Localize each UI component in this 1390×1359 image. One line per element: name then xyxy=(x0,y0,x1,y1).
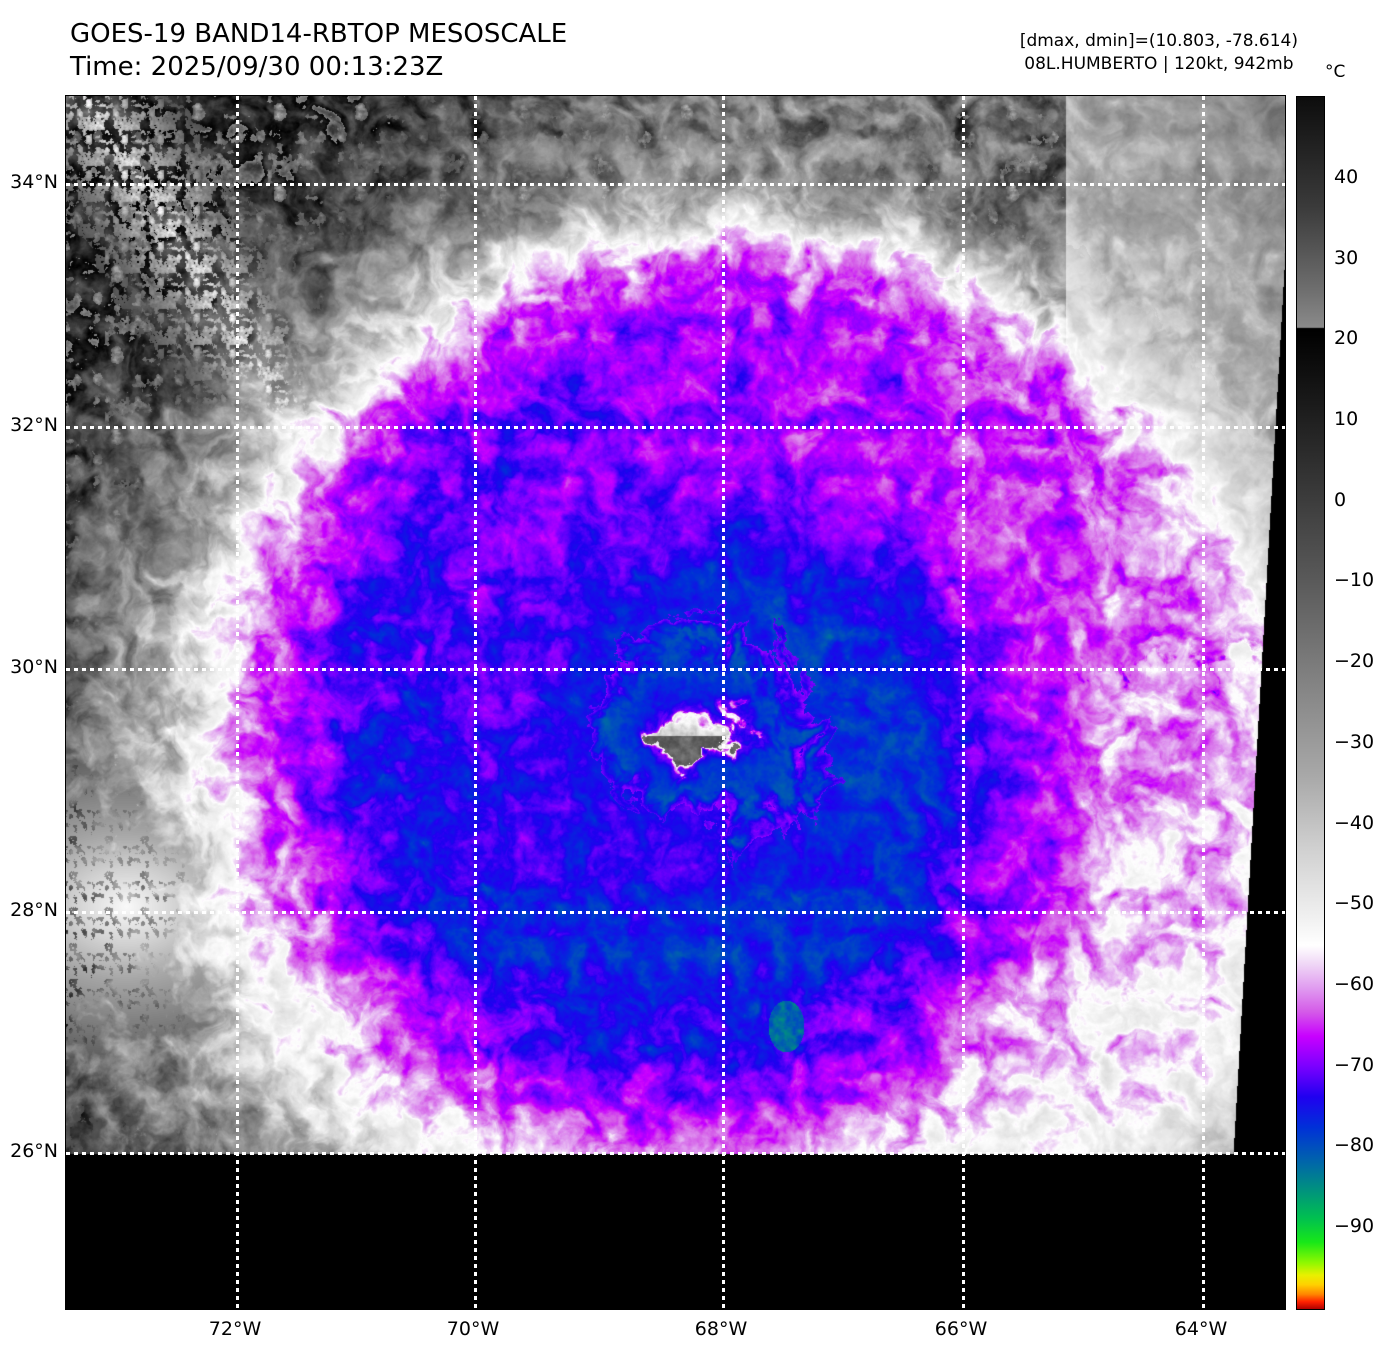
lon-tick-label: 64°W xyxy=(1174,1318,1228,1340)
colorbar-tick-label: 10 xyxy=(1334,408,1359,430)
colorbar-tick-label: 20 xyxy=(1334,327,1359,349)
satellite-imagery-canvas xyxy=(66,96,1285,1309)
colorbar-tick-label: 0 xyxy=(1334,489,1347,511)
page-title: GOES-19 BAND14-RBTOP MESOSCALE xyxy=(70,19,568,49)
lat-tick-label: 34°N xyxy=(10,171,58,193)
storm-info-label: 08L.HUMBERTO | 120kt, 942mb xyxy=(1024,53,1294,74)
lon-tick-label: 70°W xyxy=(446,1318,500,1340)
satellite-image-plot[interactable]: Copyright © 2020-2025 Dapiya xyxy=(65,95,1286,1310)
colorbar-tick-label: −90 xyxy=(1334,1215,1375,1237)
metadata-block: [dmax, dmin]=(10.803, -78.614) 08L.HUMBE… xyxy=(1020,30,1298,76)
lat-tick-label: 32°N xyxy=(10,414,58,436)
colorbar-tick-label: −70 xyxy=(1334,1054,1375,1076)
title-block: GOES-19 BAND14-RBTOP MESOSCALE Time: 202… xyxy=(70,18,567,85)
colorbar-tick-label: −50 xyxy=(1334,892,1375,914)
colorbar-tick-label: −20 xyxy=(1334,650,1375,672)
lon-tick-label: 72°W xyxy=(208,1318,262,1340)
colorbar-gradient xyxy=(1297,97,1324,1309)
colorbar-unit-label: °C xyxy=(1325,62,1346,82)
lon-tick-label: 66°W xyxy=(934,1318,988,1340)
colorbar-tick-label: −10 xyxy=(1334,569,1375,591)
temperature-colorbar xyxy=(1296,96,1325,1310)
colorbar-tick-label: −40 xyxy=(1334,812,1375,834)
timestamp-label: Time: 2025/09/30 00:13:23Z xyxy=(70,52,444,83)
colorbar-tick-label: 40 xyxy=(1334,166,1359,188)
lat-tick-label: 26°N xyxy=(10,1140,58,1162)
lon-tick-label: 68°W xyxy=(694,1318,748,1340)
lat-tick-label: 30°N xyxy=(10,656,58,678)
dminmax-label: [dmax, dmin]=(10.803, -78.614) xyxy=(1019,31,1298,51)
colorbar-tick-label: −60 xyxy=(1334,973,1375,995)
colorbar-tick-label: −30 xyxy=(1334,731,1375,753)
colorbar-tick-label: −80 xyxy=(1334,1134,1375,1156)
lat-tick-label: 28°N xyxy=(10,899,58,921)
colorbar-tick-label: 30 xyxy=(1334,247,1359,269)
